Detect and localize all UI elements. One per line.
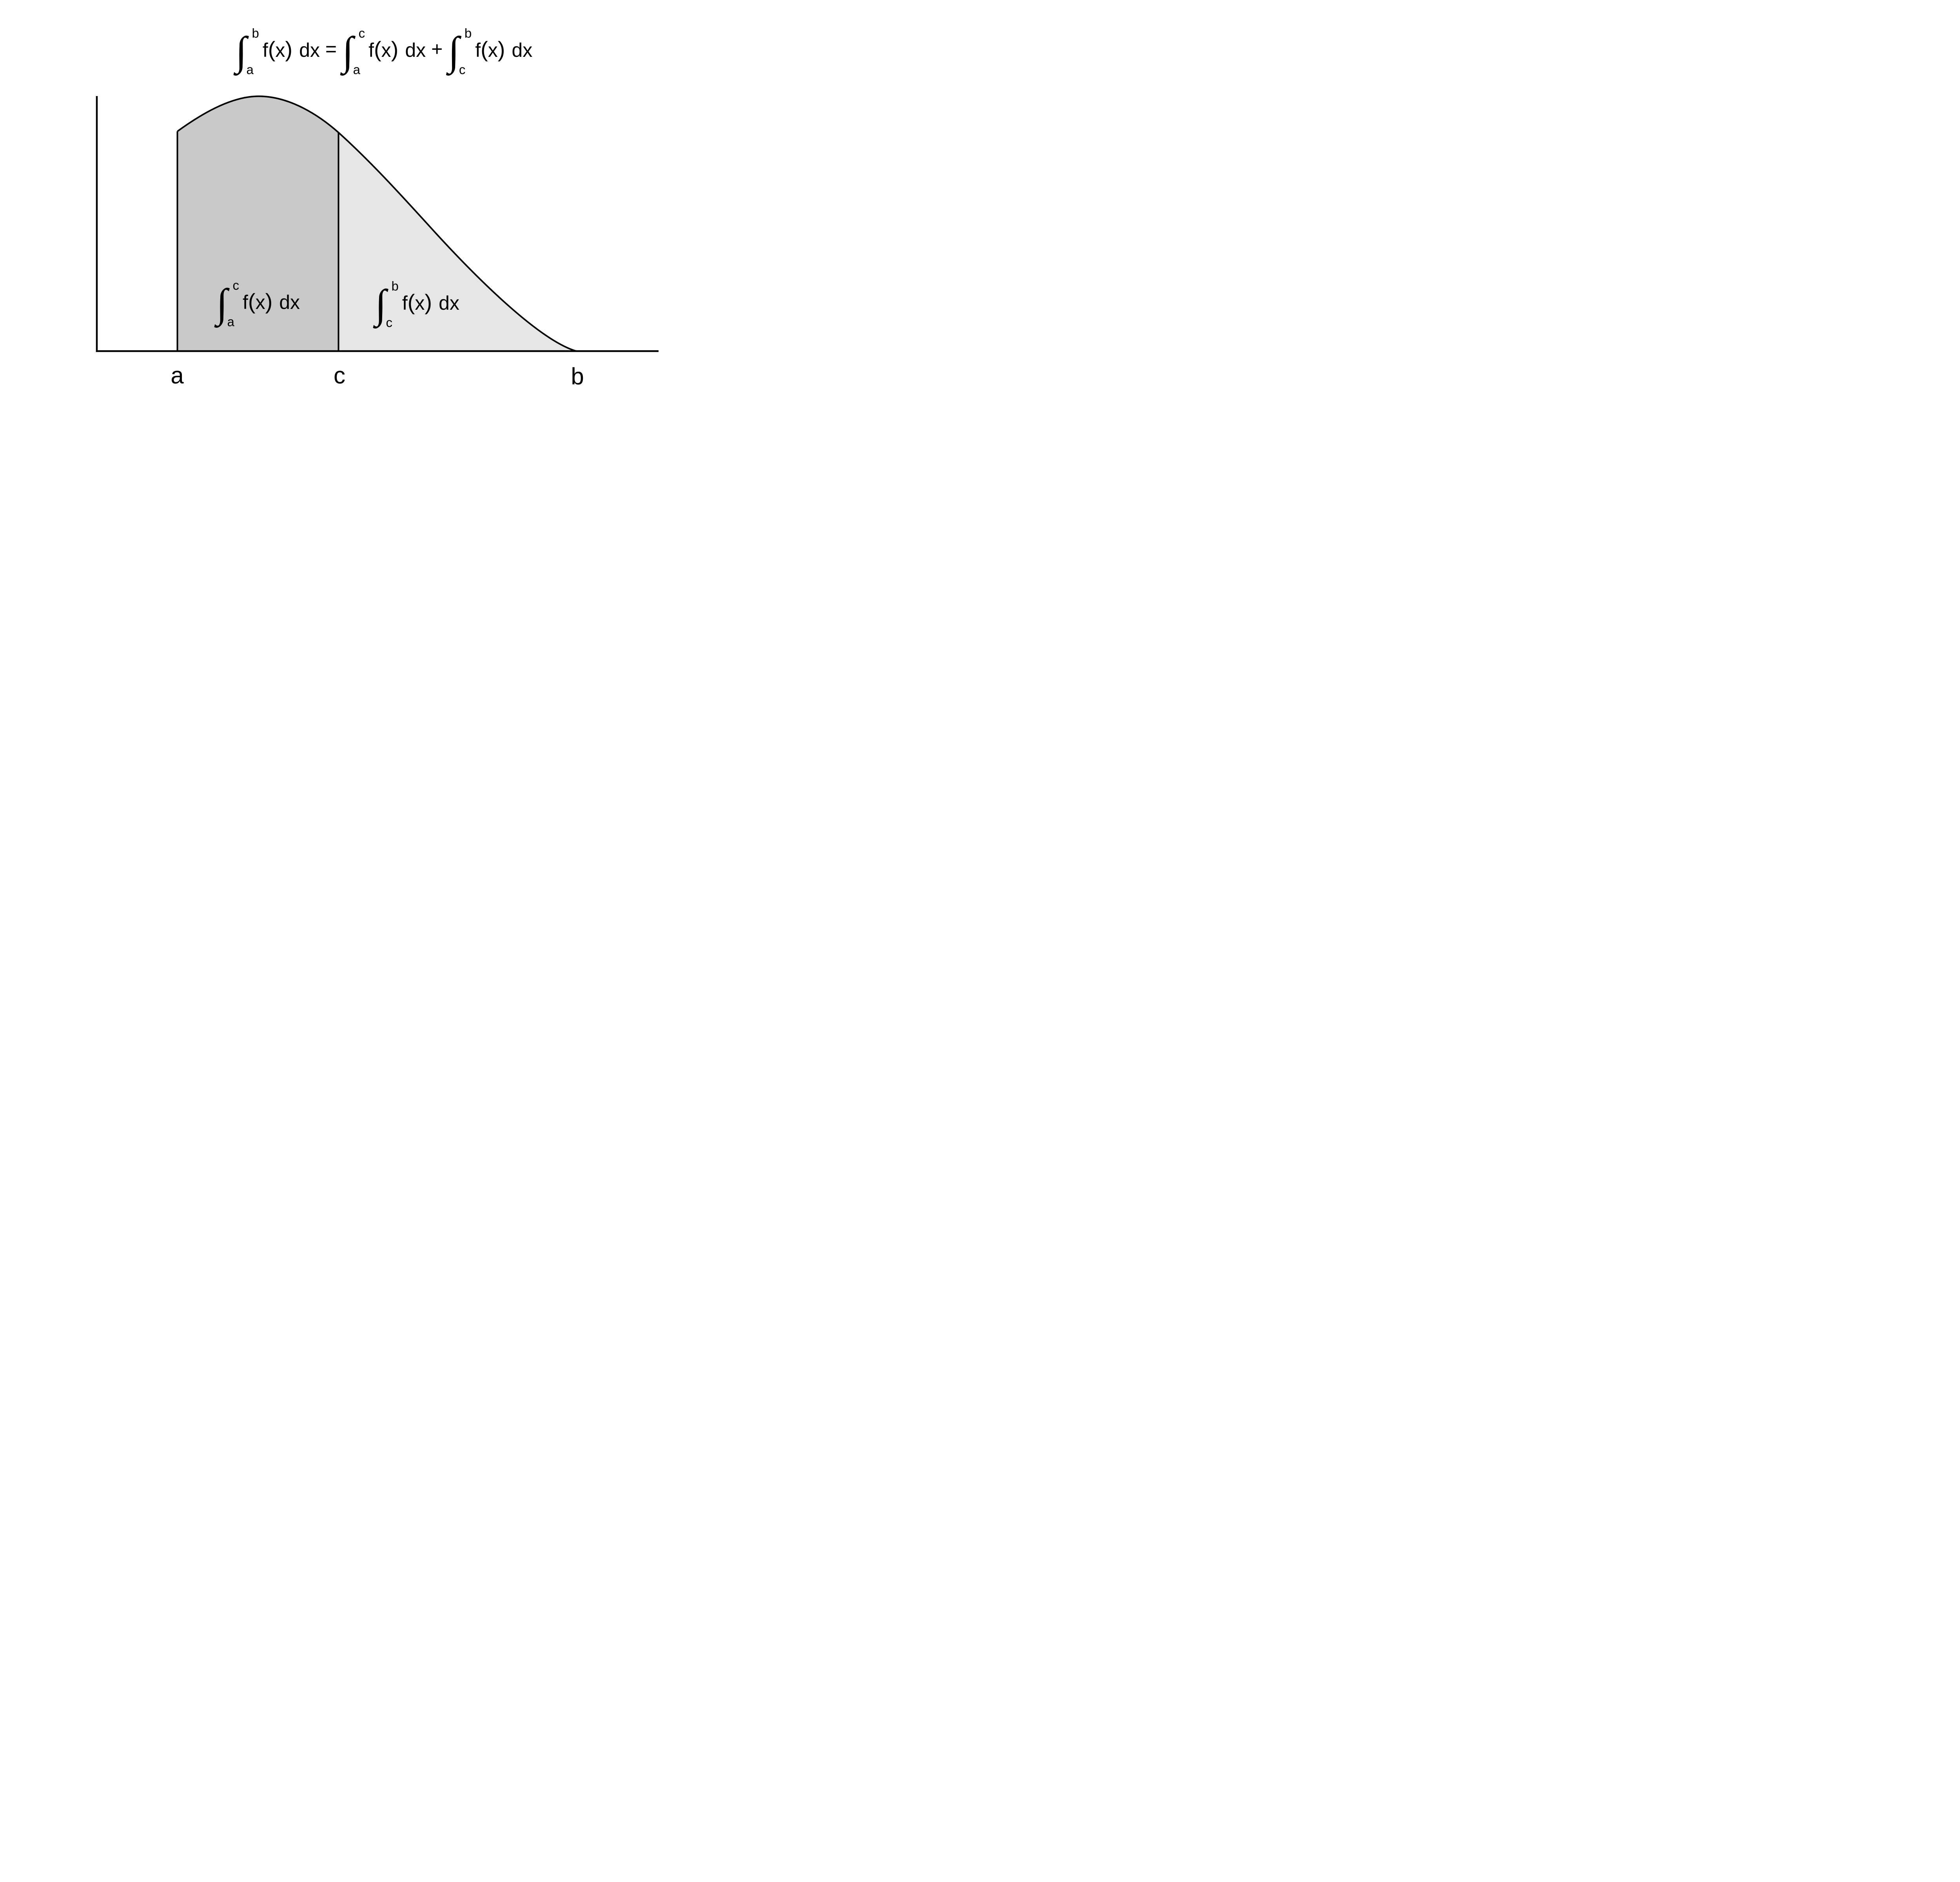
- function-text: f(x): [262, 36, 293, 62]
- equals-sign: =: [325, 38, 337, 60]
- lower-bound: a: [227, 314, 234, 329]
- lower-bound: c: [459, 62, 466, 77]
- region-integral-a-to-c: ∫ c a f(x) dx: [216, 279, 300, 328]
- region-integral-c-to-b: ∫ b c f(x) dx: [375, 280, 459, 329]
- lower-bound: c: [386, 315, 393, 330]
- region-label-a-to-c: ∫ c a f(x) dx: [216, 279, 300, 328]
- upper-bound: b: [464, 26, 472, 40]
- title-integral-a-to-b: ∫ b a f(x) dx: [236, 27, 320, 76]
- upper-bound: c: [232, 278, 240, 292]
- integral-sign: ∫: [448, 29, 459, 74]
- curve-path: [177, 95, 577, 352]
- upper-bound: b: [252, 26, 259, 40]
- integral-sign: ∫: [236, 29, 247, 74]
- differential-text: dx: [512, 39, 533, 61]
- integral-bounds: b c: [386, 280, 399, 329]
- integral-bounds: b c: [459, 27, 472, 76]
- integrand-expression: f(x) dx: [475, 36, 532, 62]
- integral-sign: ∫: [342, 29, 354, 74]
- figure-svg: [96, 95, 659, 352]
- integrand-expression: f(x) dx: [243, 289, 300, 314]
- integrand-expression: f(x) dx: [263, 36, 320, 62]
- axis-label-c: c: [334, 362, 345, 389]
- title-integral-c-to-b: ∫ b c f(x) dx: [448, 27, 532, 76]
- function-text: f(x): [368, 36, 399, 62]
- upper-bound: b: [391, 279, 399, 293]
- differential-text: dx: [299, 39, 320, 61]
- differential-text: dx: [439, 292, 459, 314]
- integral-bounds: b a: [246, 27, 259, 76]
- integral-bounds: c a: [353, 27, 365, 76]
- upper-bound: c: [358, 26, 365, 40]
- integrand-expression: f(x) dx: [402, 289, 459, 315]
- function-text: f(x): [243, 289, 273, 314]
- region-label-c-to-b: ∫ b c f(x) dx: [375, 280, 459, 329]
- axis-label-b: b: [571, 363, 584, 389]
- differential-text: dx: [279, 291, 300, 313]
- lower-bound: a: [353, 62, 360, 77]
- integral-sign: ∫: [375, 282, 387, 327]
- figure-container: ∫ b a f(x) dx = ∫ c a f(x) dx + ∫: [0, 0, 706, 470]
- axis-label-a: a: [171, 362, 184, 389]
- title-integral-a-to-c: ∫ c a f(x) dx: [342, 27, 426, 76]
- function-text: f(x): [402, 289, 432, 314]
- differential-text: dx: [405, 39, 426, 61]
- plus-sign: +: [431, 38, 443, 60]
- lower-bound: a: [246, 62, 254, 77]
- integral-bounds: c a: [227, 279, 240, 328]
- region-right-fill: [338, 133, 576, 351]
- function-text: f(x): [475, 36, 505, 62]
- integral-sign: ∫: [216, 281, 228, 326]
- integrand-expression: f(x) dx: [368, 36, 426, 62]
- title-equation: ∫ b a f(x) dx = ∫ c a f(x) dx + ∫: [236, 27, 532, 76]
- region-left-fill: [177, 96, 339, 351]
